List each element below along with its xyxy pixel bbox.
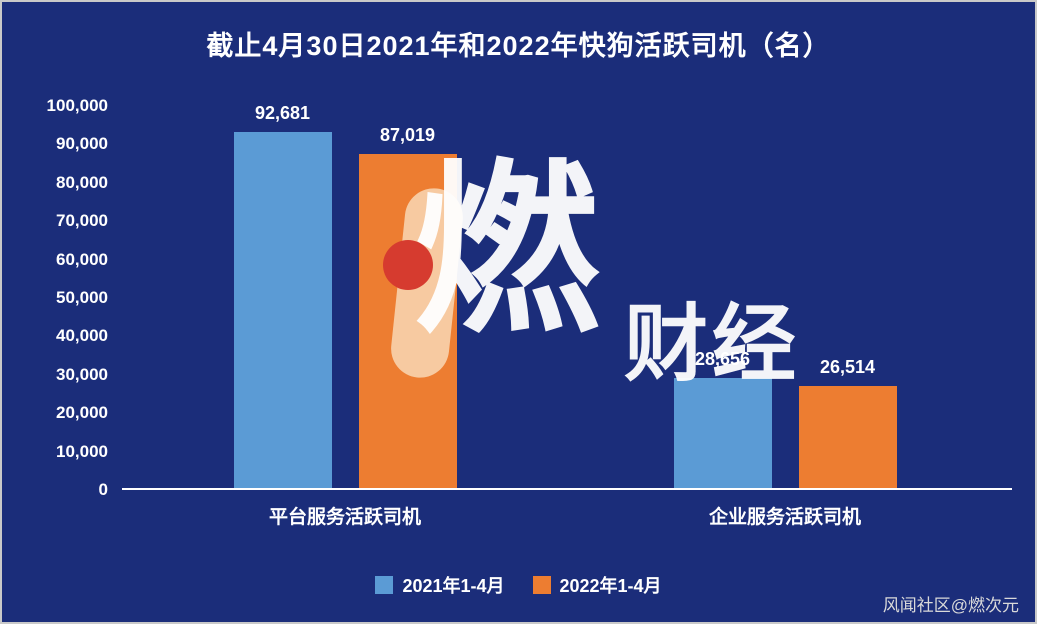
bar-series1-group1 bbox=[233, 132, 332, 488]
bar-series1-group2 bbox=[673, 378, 772, 488]
category-label: 企业服务活跃司机 bbox=[708, 507, 861, 528]
y-tick-label: 30,000 bbox=[56, 364, 108, 384]
bar-value-label: 28,656 bbox=[694, 349, 751, 369]
y-tick-label: 60,000 bbox=[56, 249, 108, 269]
y-tick-label: 90,000 bbox=[56, 134, 108, 154]
plot-area: 92,681 87,019 平台服务活跃司机 28,656 26,514 企业服务活跃司机 bbox=[122, 103, 1012, 528]
legend-item: 2021年1-4月 bbox=[375, 572, 505, 598]
y-tick-label: 10,000 bbox=[56, 441, 108, 461]
legend-label: 2022年1-4月 bbox=[559, 576, 662, 596]
y-axis: 0 10,000 20,000 30,000 40,000 50,000 60,000 70,… bbox=[2, 96, 114, 499]
y-tick-label: 80,000 bbox=[56, 172, 108, 192]
bar-value-label: 92,681 bbox=[254, 103, 311, 123]
y-tick-label: 0 bbox=[98, 480, 108, 499]
bar-series2-group1 bbox=[358, 154, 457, 488]
bar-value-label: 26,514 bbox=[819, 357, 876, 377]
y-tick-label: 20,000 bbox=[56, 403, 108, 423]
legend-swatch bbox=[375, 576, 394, 594]
chart-title: 截止4月30日2021年和2022年快狗活跃司机（名） bbox=[206, 31, 831, 61]
bar-series2-group2 bbox=[798, 386, 897, 488]
y-tick-label: 70,000 bbox=[56, 211, 108, 231]
chart-legend: 2021年1-4月 2022年1-4月 bbox=[2, 572, 1035, 598]
legend-swatch bbox=[532, 576, 551, 594]
legend-label: 2021年1-4月 bbox=[402, 576, 505, 596]
y-tick-label: 100,000 bbox=[46, 96, 108, 115]
category-label: 平台服务活跃司机 bbox=[268, 507, 421, 528]
y-tick-label: 50,000 bbox=[56, 288, 108, 307]
bar-value-label: 87,019 bbox=[379, 125, 436, 145]
credit-text: 风闻社区@燃次元 bbox=[882, 596, 1019, 615]
legend-item: 2022年1-4月 bbox=[532, 572, 662, 598]
y-tick-label: 40,000 bbox=[56, 326, 108, 346]
